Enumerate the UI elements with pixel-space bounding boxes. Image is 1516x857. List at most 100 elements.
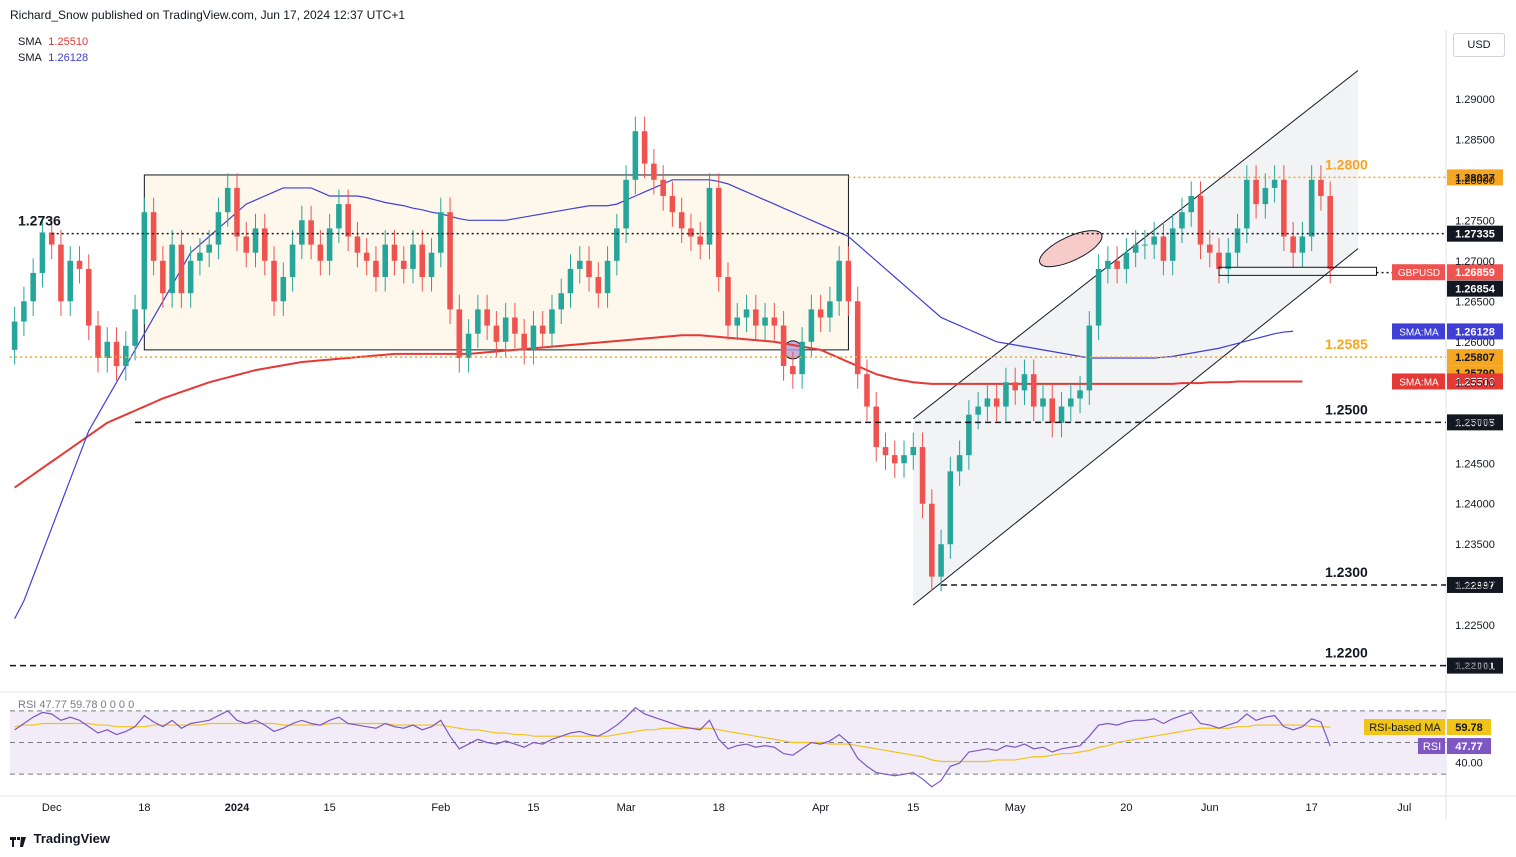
candle[interactable] — [947, 456, 954, 559]
support-box[interactable] — [1218, 266, 1378, 276]
candle[interactable] — [595, 262, 602, 308]
sma-legend-2[interactable]: SMA 1.26128 — [18, 52, 88, 64]
candle[interactable] — [1271, 165, 1278, 203]
candle[interactable] — [419, 230, 426, 292]
candle[interactable] — [586, 246, 592, 292]
candle[interactable] — [39, 217, 46, 288]
candle[interactable] — [1179, 197, 1185, 243]
candle[interactable] — [576, 246, 583, 284]
candle[interactable] — [688, 213, 694, 252]
candle[interactable] — [169, 230, 175, 308]
candle[interactable] — [160, 246, 166, 308]
candle[interactable] — [95, 311, 101, 373]
candle[interactable] — [1142, 230, 1148, 260]
sma-legend-1[interactable]: SMA 1.25510 — [18, 36, 88, 48]
candle[interactable] — [614, 213, 620, 276]
candle[interactable] — [252, 213, 259, 268]
candle[interactable] — [484, 294, 490, 341]
candle[interactable] — [641, 116, 648, 179]
breakout-ellipse[interactable] — [1035, 223, 1107, 273]
candle[interactable] — [845, 246, 852, 316]
candle[interactable] — [11, 306, 18, 365]
candle[interactable] — [502, 302, 509, 357]
candle[interactable] — [771, 302, 778, 341]
candle[interactable] — [817, 294, 824, 333]
candle[interactable] — [864, 359, 870, 422]
candle[interactable] — [854, 286, 861, 389]
candle[interactable] — [1197, 181, 1204, 260]
candle[interactable] — [456, 294, 463, 373]
candle[interactable] — [539, 311, 546, 349]
candle[interactable] — [836, 246, 842, 316]
candle[interactable] — [910, 432, 917, 470]
candle[interactable] — [465, 319, 472, 373]
candle[interactable] — [1234, 213, 1241, 268]
candle[interactable] — [299, 205, 305, 260]
candle[interactable] — [1114, 246, 1120, 284]
candle[interactable] — [780, 311, 787, 381]
candle[interactable] — [651, 149, 657, 195]
candle[interactable] — [113, 327, 120, 381]
candle[interactable] — [178, 230, 185, 308]
candle[interactable] — [150, 197, 157, 276]
candle[interactable] — [1049, 383, 1056, 438]
candle[interactable] — [743, 294, 750, 333]
channel-lower-line[interactable] — [912, 248, 1359, 606]
candle[interactable] — [1299, 221, 1306, 268]
candle[interactable] — [558, 278, 565, 324]
candle[interactable] — [678, 197, 685, 243]
candle[interactable] — [919, 432, 926, 519]
candle[interactable] — [1132, 230, 1139, 268]
candle[interactable] — [725, 262, 731, 341]
candle[interactable] — [1253, 165, 1259, 219]
candle[interactable] — [938, 529, 944, 592]
candle[interactable] — [1040, 383, 1046, 422]
candle[interactable] — [1216, 238, 1222, 284]
candle[interactable] — [85, 254, 92, 341]
rsi-ma-line[interactable] — [14, 722, 1331, 763]
rsi-legend[interactable]: RSI 47.77 59.78 0 0 0 0 — [18, 699, 134, 711]
currency-button[interactable]: USD — [1453, 33, 1505, 57]
candle[interactable] — [956, 440, 963, 486]
candle[interactable] — [373, 246, 379, 292]
candle[interactable] — [243, 221, 250, 268]
candle[interactable] — [1244, 165, 1250, 243]
candle[interactable] — [808, 294, 815, 357]
candle[interactable] — [512, 302, 518, 349]
candle[interactable] — [1262, 173, 1269, 219]
candle[interactable] — [317, 230, 324, 276]
candle[interactable] — [400, 246, 407, 284]
candle[interactable] — [549, 294, 555, 349]
candle[interactable] — [197, 238, 203, 276]
candle[interactable] — [21, 286, 27, 337]
candle[interactable] — [475, 294, 481, 349]
candle[interactable] — [336, 189, 342, 243]
candle[interactable] — [567, 254, 574, 308]
candle[interactable] — [1012, 367, 1018, 405]
candle[interactable] — [493, 311, 500, 357]
candle[interactable] — [1225, 238, 1232, 284]
candle[interactable] — [289, 230, 296, 292]
candle[interactable] — [901, 440, 907, 478]
candle[interactable] — [280, 262, 287, 316]
candle[interactable] — [706, 173, 713, 260]
candle[interactable] — [447, 197, 453, 324]
candle[interactable] — [1123, 238, 1130, 284]
candle[interactable] — [271, 246, 277, 316]
candle[interactable] — [261, 213, 268, 276]
candle[interactable] — [632, 116, 639, 195]
candle[interactable] — [1169, 213, 1176, 276]
candle[interactable] — [206, 230, 212, 268]
candle[interactable] — [1086, 311, 1093, 405]
candle[interactable] — [58, 230, 64, 316]
candle[interactable] — [363, 238, 370, 276]
candle[interactable] — [428, 238, 435, 292]
candle[interactable] — [224, 173, 231, 227]
candle[interactable] — [1188, 181, 1195, 227]
candle[interactable] — [410, 230, 416, 284]
candle[interactable] — [1058, 391, 1065, 438]
candle[interactable] — [984, 383, 991, 422]
candle[interactable] — [873, 391, 880, 462]
candle[interactable] — [1327, 181, 1333, 284]
candle[interactable] — [521, 319, 527, 365]
